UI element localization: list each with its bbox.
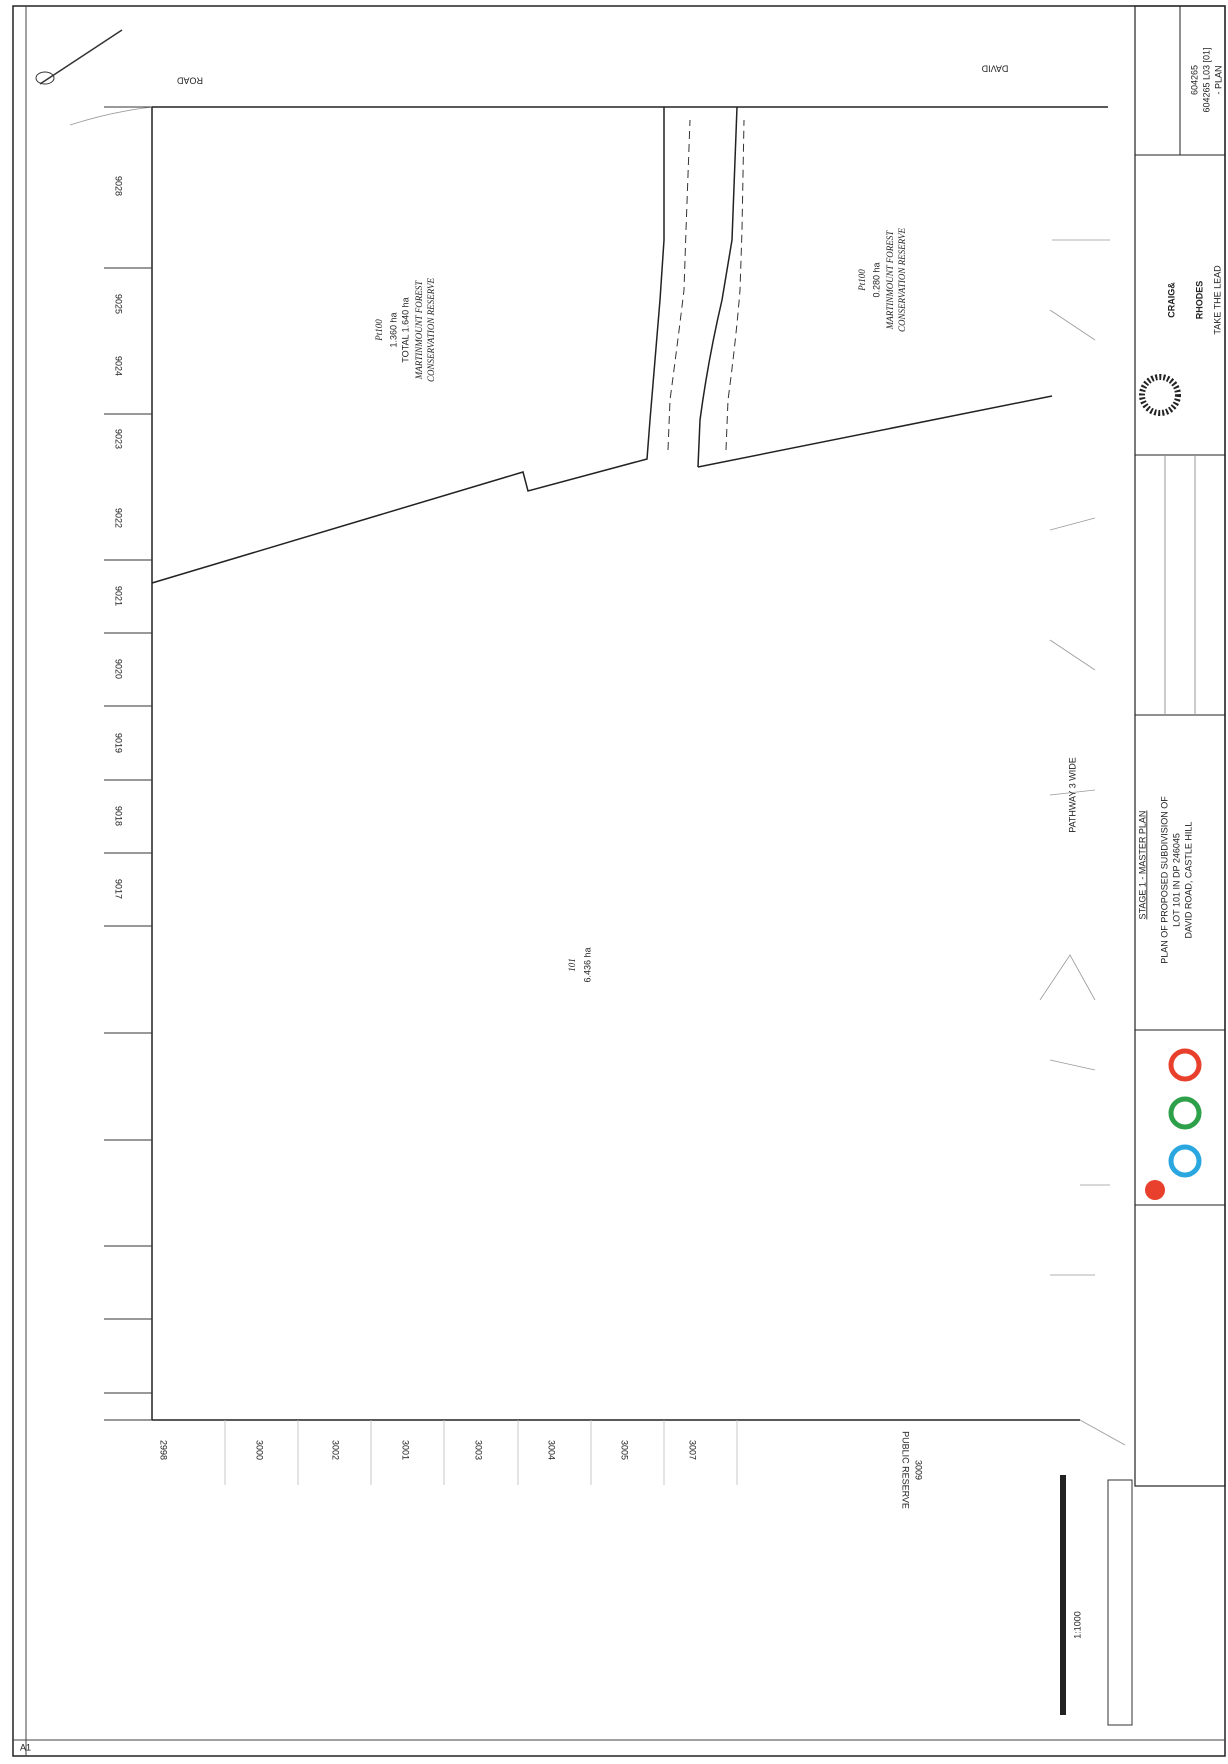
road-curve	[69, 106, 153, 126]
lot-number: 9024	[114, 356, 124, 376]
lot-number: 3004	[547, 1440, 557, 1460]
company-tagline: TAKE THE LEAD	[1212, 265, 1222, 335]
lot-number: 9017	[114, 879, 124, 899]
project-title: DAVID ROAD, CASTLE HILL	[1183, 822, 1193, 939]
reserve-boundary	[697, 395, 1053, 468]
reserve-label: MARTINMOUNT FOREST	[414, 280, 424, 381]
lot-number: 3005	[620, 1440, 630, 1460]
lot-name: Pt100	[374, 319, 384, 342]
project-title: LOT 101 IN DP 246045	[1171, 833, 1181, 927]
lot-area: 6.436 ha	[582, 947, 592, 982]
lot-area: 0.280 ha	[871, 262, 881, 297]
scale-bar: 1:1000	[1060, 1475, 1082, 1715]
east-lots	[1039, 239, 1110, 1276]
road-name: ROAD	[177, 76, 204, 86]
north-arrow	[35, 29, 123, 85]
lot-number: 9022	[114, 508, 124, 528]
drawing-name: - PLAN	[1213, 65, 1223, 94]
lot-number: 9020	[114, 659, 124, 679]
sheet-size: A1	[20, 1742, 31, 1752]
lot-number: 3003	[474, 1440, 484, 1460]
reserve-east-label: Pt100 0.280 ha MARTINMOUNT FOREST CONSER…	[857, 228, 907, 332]
main-lot-label: 101 6.436 ha	[567, 947, 592, 982]
title-block	[1134, 5, 1226, 1487]
job-number: 604265	[1189, 65, 1199, 95]
lot-total: TOTAL 1.640 ha	[400, 297, 410, 362]
reserve-boundary	[697, 106, 738, 468]
lot-name: 101	[567, 958, 577, 972]
lot-number: 9018	[114, 806, 124, 826]
path-centreline	[667, 119, 691, 451]
lot-number: 9021	[114, 586, 124, 606]
lot-number: 3002	[331, 1440, 341, 1460]
drawing-number: 604265 L03 [01]	[1201, 47, 1211, 112]
lot-number: 3001	[401, 1440, 411, 1460]
pathway-label: PATHWAY 3 WIDE	[1067, 757, 1077, 833]
road-name: DAVID	[981, 64, 1008, 74]
project-title: PLAN OF PROPOSED SUBDIVISION OF	[1159, 796, 1169, 964]
lot-number: 9019	[114, 733, 124, 753]
company-name: CRAIG&	[1166, 282, 1176, 318]
public-reserve-label: PUBLIC RESERVE	[901, 1431, 911, 1509]
public-reserve-label: 3009	[914, 1460, 924, 1480]
scale-label: 1:1000	[1072, 1611, 1082, 1639]
lot-name: Pt100	[857, 269, 867, 292]
reserve-label: CONSERVATION RESERVE	[426, 278, 436, 382]
lot-number: 3007	[688, 1440, 698, 1460]
lot-number: 3000	[255, 1440, 265, 1460]
lot-area: 1.360 ha	[388, 312, 398, 347]
reserve-label: CONSERVATION RESERVE	[897, 228, 907, 332]
reserve-boundary	[151, 107, 665, 584]
reserve-west-label: Pt100 1.360 ha TOTAL 1.640 ha MARTINMOUN…	[374, 278, 436, 382]
lot-number: 9023	[114, 429, 124, 449]
company-name: RHODES	[1194, 281, 1204, 320]
reserve-label: MARTINMOUNT FOREST	[885, 230, 895, 331]
drawing-title: STAGE 1 - MASTER PLAN	[1137, 811, 1147, 920]
lot-number: 9028	[114, 176, 124, 196]
path-centreline	[725, 119, 745, 451]
note-box	[1107, 1479, 1133, 1726]
lot-number: 9025	[114, 294, 124, 314]
lot-number: 2998	[159, 1440, 169, 1460]
road-curve	[1079, 1419, 1126, 1446]
